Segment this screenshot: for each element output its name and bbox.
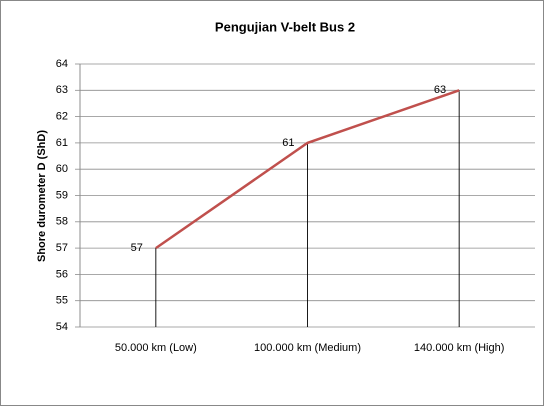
- y-tick-label: 60: [56, 163, 68, 175]
- line-series: [155, 89, 460, 250]
- x-tick-label: 50.000 km (Low): [115, 342, 197, 354]
- y-tick-label: 54: [56, 321, 68, 333]
- y-tick-label: 63: [56, 84, 68, 96]
- y-tick-label: 55: [56, 295, 68, 307]
- data-label: 63: [434, 84, 446, 96]
- y-tick-label: 61: [56, 137, 68, 149]
- x-tick-label: 100.000 km (Medium): [254, 342, 361, 354]
- data-label: 57: [131, 242, 143, 254]
- y-tick-label: 58: [56, 216, 68, 228]
- data-label: 61: [282, 137, 294, 149]
- x-tick-label: 140.000 km (High): [414, 342, 505, 354]
- y-tick-label: 64: [56, 58, 68, 70]
- y-axis-label: Shore durometer D (ShD): [36, 130, 48, 262]
- chart-title: Pengujian V-belt Bus 2: [215, 19, 355, 34]
- y-tick-label: 56: [56, 268, 68, 280]
- y-tick-label: 57: [56, 242, 68, 254]
- y-tick-label: 59: [56, 189, 68, 201]
- y-tick-label: 62: [56, 111, 68, 123]
